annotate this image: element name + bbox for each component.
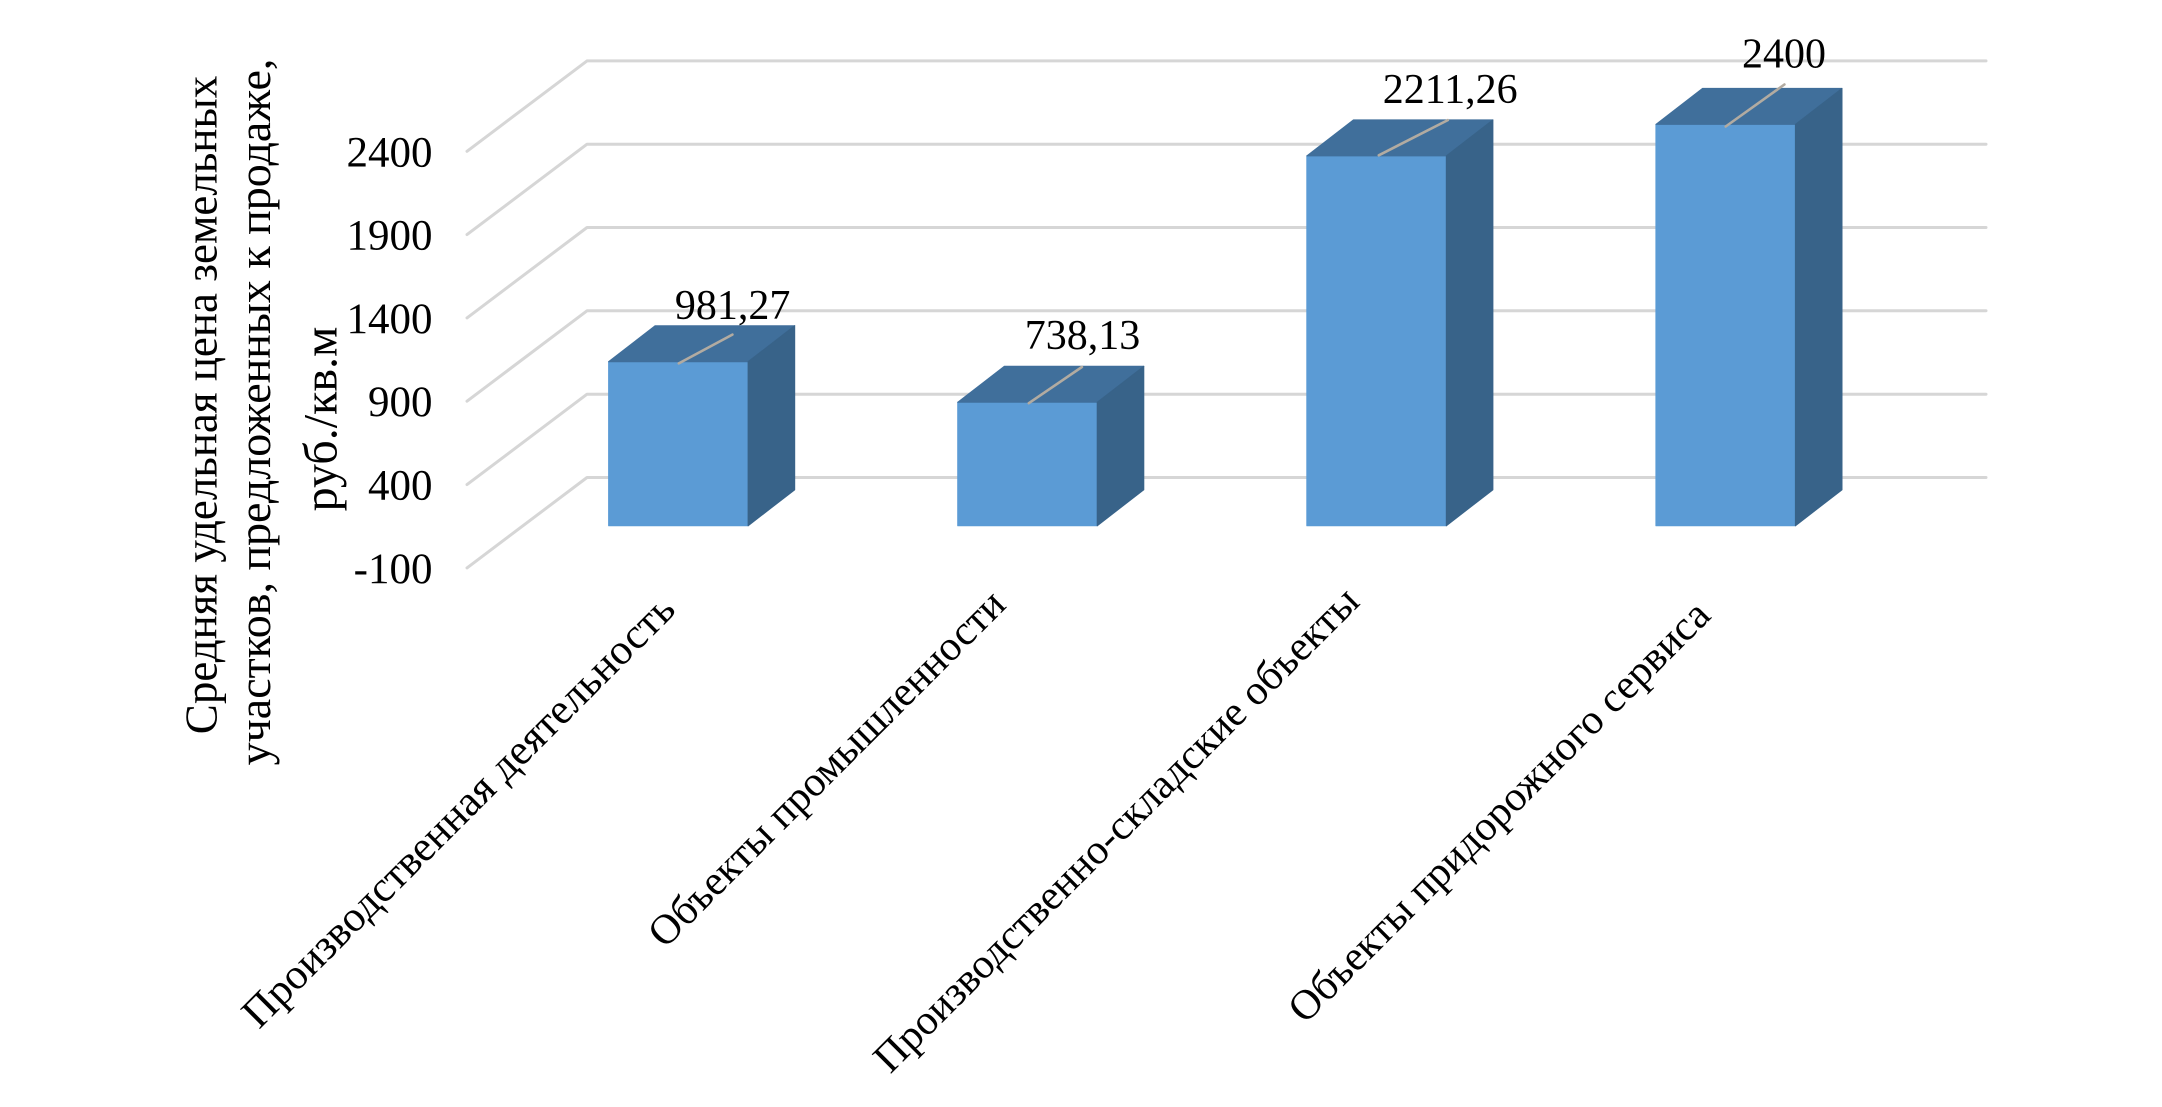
svg-text:2400: 2400: [347, 129, 433, 176]
svg-text:981,27: 981,27: [675, 283, 791, 329]
svg-text:400: 400: [368, 463, 433, 510]
svg-text:1400: 1400: [347, 296, 433, 343]
svg-text:1900: 1900: [347, 213, 433, 260]
svg-text:руб./кв.м: руб./кв.м: [295, 327, 348, 512]
svg-text:участков, предложенных к прода: участков, предложенных к продаже,: [229, 59, 280, 766]
svg-text:2400: 2400: [1742, 32, 1826, 78]
svg-text:738,13: 738,13: [1025, 313, 1141, 359]
svg-text:900: 900: [368, 379, 433, 426]
svg-text:-100: -100: [354, 546, 433, 593]
svg-text:2211,26: 2211,26: [1383, 67, 1518, 113]
svg-text:Средняя удельная цена земельны: Средняя удельная цена земельных: [177, 76, 227, 734]
